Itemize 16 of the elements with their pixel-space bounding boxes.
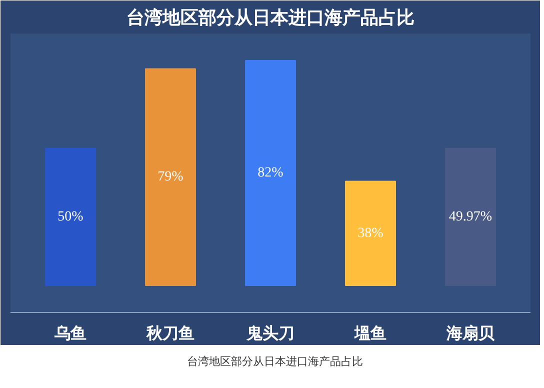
data-label: 82%	[258, 166, 284, 180]
text: 台湾地区部分从日本进口海产品占比	[187, 354, 363, 370]
data-label: 38%	[358, 226, 384, 241]
data-label: 50%	[58, 209, 84, 224]
data-label: 49.97%	[448, 209, 492, 224]
data-label: 79%	[158, 170, 184, 185]
x-tick-label: 鬼头刀	[246, 324, 294, 342]
chart-title: 台湾地区部分从日本进口海产品占比	[126, 8, 414, 28]
bar	[45, 148, 96, 286]
bar	[245, 60, 296, 286]
x-tick-label: 塭鱼	[354, 324, 386, 342]
bar	[145, 68, 196, 286]
bar	[345, 180, 396, 286]
x-tick-label: 秋刀鱼	[146, 324, 194, 342]
x-tick-label: 乌鱼	[54, 324, 86, 342]
x-tick-label: 海扇贝	[446, 324, 496, 342]
